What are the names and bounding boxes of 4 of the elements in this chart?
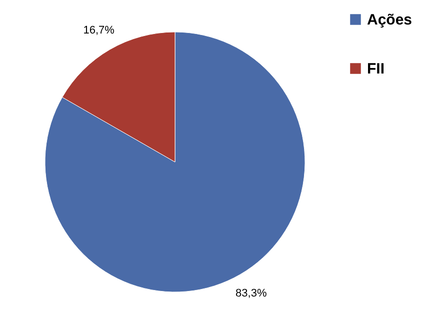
data-label: 83,3%	[236, 288, 267, 300]
legend-label: Ações	[367, 12, 412, 28]
data-label: 16,7%	[83, 24, 115, 36]
legend-label: FII	[367, 60, 384, 78]
